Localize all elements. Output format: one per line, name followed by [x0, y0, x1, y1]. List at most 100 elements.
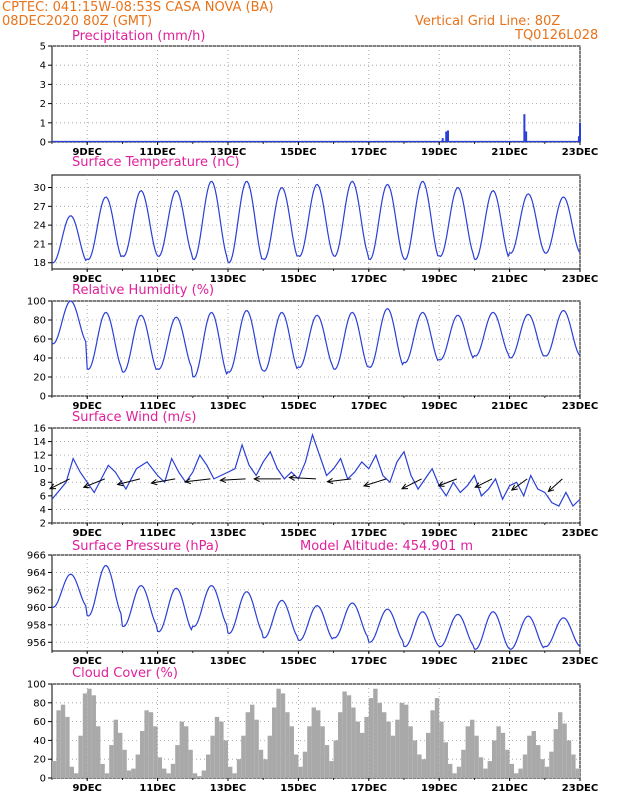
wind-arrow-head [362, 481, 371, 488]
cloud-bar [562, 723, 567, 778]
wind-arrow-head [437, 481, 445, 487]
wind-arrow-head [116, 480, 124, 487]
cloud-bar [558, 712, 563, 778]
wind-speed-line [51, 432, 581, 508]
cloud-xtick-label: 19DEC [421, 783, 457, 794]
temperature-xtick-label: 23DEC [562, 274, 598, 285]
cloud-bar [500, 732, 506, 778]
cloud-bar [531, 731, 536, 778]
cloud-bar [338, 712, 343, 778]
humidity-xtick-label: 23DEC [562, 401, 598, 412]
grid-line-label: Vertical Grid Line: 80Z [415, 14, 561, 29]
humidity-xtick-label: 9DEC [72, 401, 101, 412]
wind-arrow-head [547, 485, 555, 493]
precip-ytick-label: 3 [40, 80, 46, 91]
cloud-bar [228, 766, 233, 778]
cloud-bar [236, 759, 242, 778]
wind-arrow-head [253, 475, 260, 482]
precip-bar [441, 138, 444, 142]
wind-arrow [117, 478, 141, 485]
humidity-ytick-label: 40 [33, 354, 46, 365]
humidity-ytick-label: 20 [33, 373, 46, 384]
temperature-xtick-label: 15DEC [280, 274, 316, 285]
cloud-bar [69, 766, 74, 778]
cloud-bar [439, 721, 444, 778]
wind-title: Surface Wind (m/s) [72, 410, 197, 425]
wind-arrow-head [288, 474, 296, 481]
pressure-ytick-label: 956 [27, 638, 46, 649]
precip-bar [579, 122, 581, 142]
cloud-bar [514, 773, 519, 778]
wind-arrow [151, 478, 176, 484]
cloud-bar [509, 763, 514, 778]
cloud-xtick-label: 23DEC [562, 783, 598, 794]
precip-bar [447, 130, 449, 142]
cloud-xtick-label: 15DEC [280, 783, 316, 794]
precip-bar [445, 131, 448, 142]
pressure-frame [51, 554, 581, 652]
cloud-bar [100, 763, 105, 778]
wind-xtick-label: 19DEC [421, 528, 457, 539]
cloud-bar [170, 763, 176, 778]
wind-xtick-label: 23DEC [562, 528, 598, 539]
cloud-xtick-label: 21DEC [491, 783, 527, 794]
cloud-bar [272, 707, 277, 778]
humidity-ytick-label: 0 [40, 392, 46, 403]
cloud-bar [571, 754, 576, 778]
cloud-bar [214, 716, 220, 778]
precip-bar [523, 114, 526, 142]
wind-ytick-label: 12 [33, 451, 46, 462]
cloud-bar [456, 766, 462, 778]
cloud-bar [390, 735, 396, 778]
precip-xtick-label: 23DEC [562, 147, 598, 158]
cloud-bar [298, 766, 303, 778]
wind-panel: 2 4 6 8 10 12 14 16 9DEC 11DEC 13DEC 15DEC 17DEC 19DE… [33, 424, 598, 540]
wind-ytick-label: 2 [40, 519, 46, 530]
cloud-bar [540, 759, 545, 778]
precip-xtick-label: 17DEC [351, 147, 387, 158]
cloud-bar [60, 704, 66, 778]
cloud-ytick-label: 80 [33, 698, 46, 709]
temperature-xtick-label: 21DEC [491, 274, 527, 285]
cloud-bar [395, 719, 400, 778]
precip-xtick-label: 9DEC [72, 147, 101, 158]
wind-arrow [474, 478, 493, 488]
cloud-bar [324, 745, 330, 778]
cloud-xtick-label: 13DEC [210, 783, 246, 794]
cloud-ytick-label: 100 [27, 680, 46, 691]
temperature-xtick-label: 19DEC [421, 274, 457, 285]
wind-xtick-label: 13DEC [210, 528, 246, 539]
pressure-panel: 956 958 960 962 964 966 9DEC 11DEC 13DEC 15DEC 17D… [27, 551, 598, 668]
pressure-xtick-label: 15DEC [280, 656, 316, 667]
cloud-bar [505, 749, 510, 778]
cloud-bar [148, 712, 154, 778]
cloud-bar [250, 704, 255, 778]
wind-arrow [83, 478, 105, 488]
cloud-bar [82, 693, 88, 778]
cloud-bar [241, 735, 246, 778]
humidity-xtick-label: 11DEC [139, 401, 175, 412]
pressure-ytick-label: 960 [27, 603, 46, 614]
cloud-bar [307, 726, 312, 778]
cloud-bar [527, 735, 532, 778]
cloud-bar [316, 710, 321, 778]
wind-arrow [289, 476, 317, 480]
wind-ytick-label: 14 [33, 437, 46, 448]
humidity-xtick-label: 19DEC [421, 401, 457, 412]
precip-xtick-label: 21DEC [491, 147, 527, 158]
humidity-ytick-label: 60 [33, 335, 46, 346]
cloud-bar [492, 740, 497, 778]
precip-xtick-label: 13DEC [210, 147, 246, 158]
cloud-bar [118, 732, 123, 778]
cloud-bar [166, 773, 171, 778]
temperature-ytick-label: 30 [33, 183, 46, 194]
cloud-bar [355, 721, 360, 778]
cloud-bar [188, 749, 193, 778]
wind-arrow-head [82, 482, 90, 489]
cloud-bar [575, 768, 580, 778]
wind-ytick-label: 8 [40, 478, 46, 489]
precip-ytick-label: 4 [40, 61, 46, 72]
cloud-bar [386, 721, 391, 778]
cloud-bar [206, 754, 211, 778]
wind-ytick-label: 4 [40, 505, 46, 516]
